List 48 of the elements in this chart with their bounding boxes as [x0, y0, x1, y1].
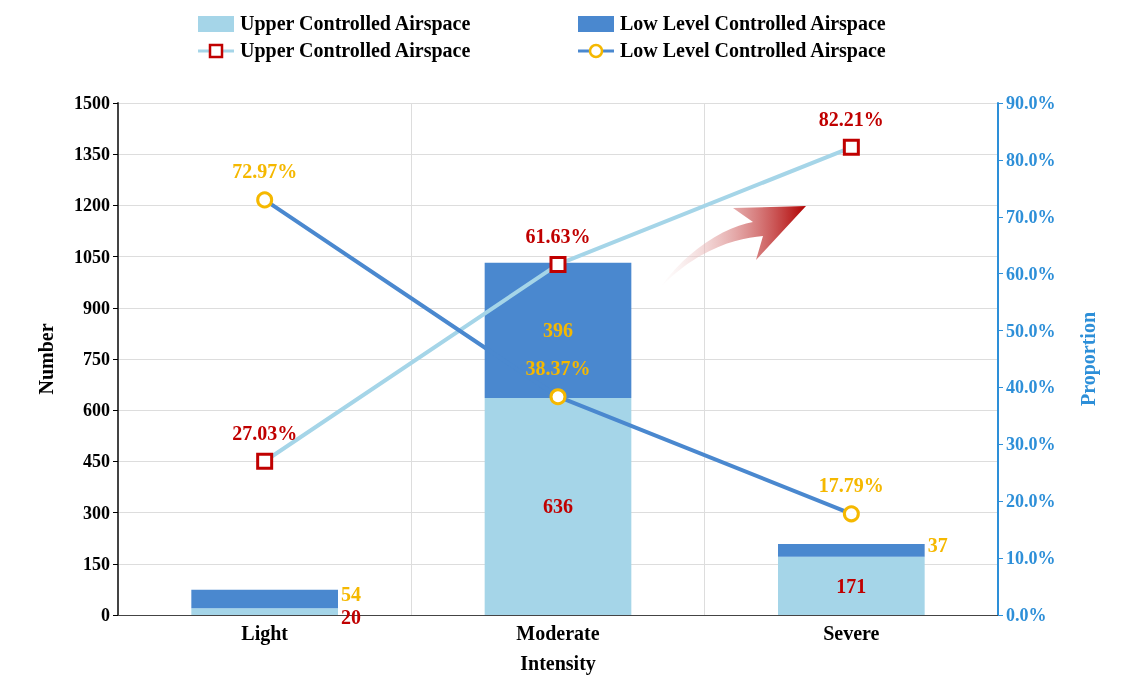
- bar: [778, 556, 925, 615]
- y-tick-label: 300: [83, 502, 110, 523]
- data-label: 17.79%: [818, 474, 884, 497]
- y2-tick-label: 10.0%: [1006, 548, 1056, 569]
- y2-tick-label: 40.0%: [1006, 377, 1056, 398]
- y2-axis-title: Proportion: [1077, 311, 1100, 407]
- y-tick-label: 900: [83, 297, 110, 318]
- y2-tick-label: 70.0%: [1006, 206, 1056, 227]
- bar: [191, 608, 338, 615]
- data-label: 38.37%: [525, 357, 591, 380]
- data-label: 54: [341, 582, 361, 605]
- x-axis-title: Intensity: [520, 652, 596, 675]
- x-tick-label: Moderate: [516, 622, 600, 644]
- y2-tick-label: 20.0%: [1006, 491, 1056, 512]
- y-tick-label: 1350: [74, 144, 110, 165]
- data-label: 636: [543, 495, 573, 518]
- data-label: 37: [927, 534, 948, 557]
- x-tick-label: Severe: [823, 622, 880, 644]
- y-axis-title: Number: [35, 323, 57, 395]
- bar: [484, 397, 632, 615]
- data-label: 27.03%: [232, 421, 298, 444]
- legend-label: Low Level Controlled Airspace: [620, 39, 886, 62]
- y2-tick-label: 30.0%: [1006, 434, 1056, 455]
- data-label: 396: [543, 319, 573, 342]
- data-label: 171: [836, 574, 867, 597]
- y-tick-label: 0: [101, 605, 110, 625]
- data-label: 72.97%: [232, 160, 298, 183]
- y-tick-label: 150: [83, 553, 110, 574]
- legend-label: Upper Controlled Airspace: [240, 39, 471, 62]
- y2-tick-label: 60.0%: [1006, 263, 1056, 284]
- y-tick-label: 450: [83, 451, 110, 472]
- legend-label: Upper Controlled Airspace: [240, 12, 471, 35]
- y-tick-label: 600: [83, 400, 110, 421]
- legend-label: Low Level Controlled Airspace: [620, 12, 886, 35]
- y-tick-label: 1500: [74, 93, 110, 113]
- data-label: 82.21%: [818, 107, 884, 130]
- y2-tick-label: 50.0%: [1006, 320, 1056, 341]
- y-tick-label: 750: [83, 349, 110, 369]
- x-tick-label: Light: [241, 622, 289, 645]
- y-tick-label: 1050: [74, 246, 110, 267]
- bar: [484, 262, 632, 398]
- y2-tick-label: 90.0%: [1006, 93, 1056, 113]
- bar: [191, 589, 338, 609]
- data-label: 61.63%: [525, 224, 591, 247]
- y-tick-label: 1200: [74, 195, 110, 216]
- bar: [778, 544, 925, 557]
- y2-tick-label: 0.0%: [1006, 605, 1047, 625]
- y2-tick-label: 80.0%: [1006, 149, 1056, 170]
